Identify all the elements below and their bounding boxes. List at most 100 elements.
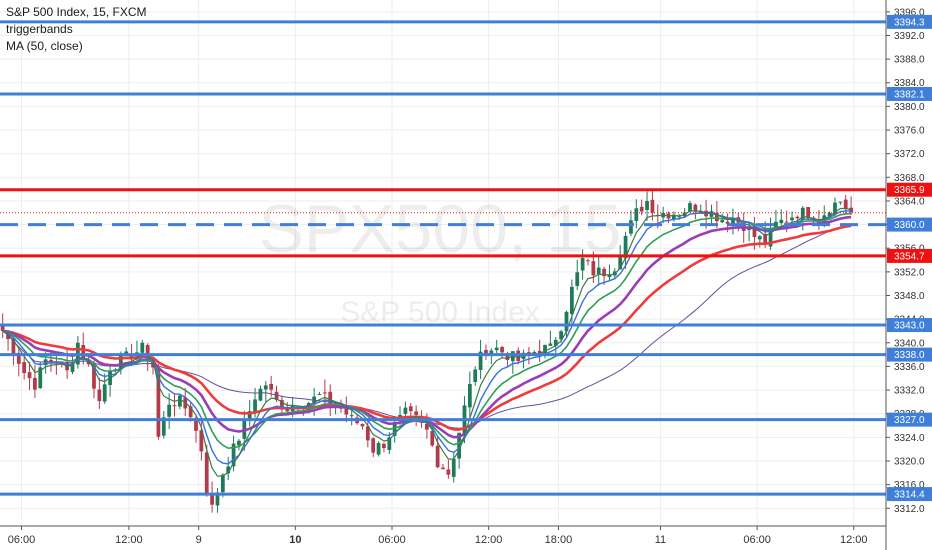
price-tick-label: 3364.0 — [894, 196, 925, 207]
time-tick-label: 06:00 — [8, 534, 36, 546]
time-tick-label: 11 — [655, 534, 666, 546]
price-tick-label: 3392.0 — [894, 31, 925, 42]
candle-body — [473, 369, 478, 382]
candle-body — [569, 286, 574, 315]
candle-body — [172, 405, 177, 407]
candle-body — [784, 221, 789, 223]
candle-body — [204, 452, 209, 496]
candle-body — [124, 351, 129, 355]
candle-body — [607, 274, 612, 278]
price-tick-label: 3388.0 — [894, 55, 925, 66]
time-axis[interactable]: 06:00 12:00 9 10 06:00 12:00 18:00 11 06:00 12:00 — [0, 525, 886, 546]
time-tick-label: 18:00 — [545, 534, 573, 546]
candle-body — [231, 443, 236, 467]
price-tick-label: 3332.0 — [894, 386, 925, 397]
candle-body — [489, 350, 494, 354]
candle-body — [553, 339, 558, 346]
price-level-label-bg — [887, 14, 932, 29]
candle-body — [586, 260, 590, 262]
candle-body — [838, 201, 843, 203]
grid — [0, 0, 886, 526]
candle-body — [467, 384, 472, 408]
price-level-label-bg — [887, 412, 932, 427]
candle-body — [457, 432, 461, 459]
price-level-label: 3354.7 — [894, 251, 925, 262]
price-axis[interactable]: 3312.03316.03320.03324.03328.03332.03336… — [885, 0, 932, 550]
candle-body — [709, 211, 714, 217]
price-tick-label: 3352.0 — [894, 267, 925, 278]
candle-body — [774, 221, 778, 228]
time-tick-label: 9 — [196, 534, 202, 546]
candle-body — [548, 343, 553, 346]
price-tick-label: 3380.0 — [894, 102, 925, 113]
candle-body — [688, 203, 692, 212]
candle-body — [575, 272, 580, 286]
candle-body — [167, 404, 172, 417]
candle-body — [285, 409, 290, 412]
candle-body — [382, 443, 386, 449]
price-tick-label: 3372.0 — [894, 149, 925, 160]
candle-body — [435, 445, 440, 468]
horizontal-levels[interactable] — [0, 20, 886, 496]
candle-body — [795, 216, 800, 219]
candle-body — [344, 408, 349, 415]
price-tick-label: 3316.0 — [894, 480, 925, 491]
candle-body — [484, 349, 488, 356]
time-tick-label: 12:00 — [475, 534, 503, 546]
price-level-label: 3314.4 — [894, 490, 925, 501]
time-tick-label: 06:00 — [743, 534, 771, 546]
candle-body — [580, 257, 585, 271]
candle-body — [414, 411, 419, 415]
candle-body — [199, 430, 204, 452]
candle-body — [564, 311, 569, 332]
candle-body — [527, 352, 531, 354]
candle-body — [537, 350, 542, 354]
price-level-label-bg — [887, 182, 932, 197]
price-level-label: 3382.1 — [894, 89, 925, 100]
candle-body — [102, 384, 107, 402]
candle-body — [849, 207, 853, 213]
candle-body — [49, 359, 53, 362]
candle-body — [22, 362, 27, 374]
price-tick-label: 3320.0 — [894, 456, 925, 467]
price-level-label: 3365.9 — [894, 185, 925, 196]
candle-body — [650, 199, 655, 213]
candle-body — [349, 415, 354, 417]
candle-body — [188, 406, 193, 418]
candle-body — [843, 199, 848, 209]
legend-indicator-triggerbands[interactable]: triggerbands — [6, 22, 73, 36]
time-tick-label: 12:00 — [840, 534, 868, 546]
candle-body — [757, 236, 762, 240]
candle-body — [800, 207, 805, 220]
candle-body — [672, 214, 676, 220]
legend-indicator-ma[interactable]: MA (50, close) — [6, 39, 83, 53]
price-tick-label: 3368.0 — [894, 173, 925, 184]
candle-body — [816, 221, 821, 223]
candle-body — [505, 352, 510, 360]
candle-body — [779, 219, 784, 224]
price-tick-label: 3348.0 — [894, 291, 925, 302]
candle-body — [446, 469, 451, 475]
candle-body — [790, 217, 794, 221]
candle-body — [677, 216, 682, 218]
candle-body — [86, 360, 91, 365]
candle-body — [408, 406, 413, 412]
candle-body — [714, 212, 719, 222]
candle-body — [317, 394, 322, 396]
legend-symbol[interactable]: S&P 500 Index, 15, FXCM — [6, 5, 147, 19]
candle-body — [451, 458, 456, 477]
candle-body — [494, 347, 499, 351]
candle-body — [403, 407, 408, 414]
price-tick-label: 3340.0 — [894, 338, 925, 349]
price-tick-label: 3336.0 — [894, 362, 925, 373]
candle-body — [263, 385, 268, 390]
candle-body — [38, 367, 43, 389]
watermark: SPX500, 15 S&P 500 Index — [259, 191, 622, 329]
candle-body — [720, 219, 725, 223]
price-tick-label: 3324.0 — [894, 433, 925, 444]
candle-body — [27, 372, 32, 379]
price-level-label-bg — [887, 248, 932, 263]
candle-body — [731, 218, 735, 226]
candle-body — [43, 359, 48, 366]
